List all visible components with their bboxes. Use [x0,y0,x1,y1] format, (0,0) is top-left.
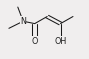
Text: N: N [20,17,26,26]
Text: OH: OH [54,37,67,46]
Text: O: O [32,37,38,46]
